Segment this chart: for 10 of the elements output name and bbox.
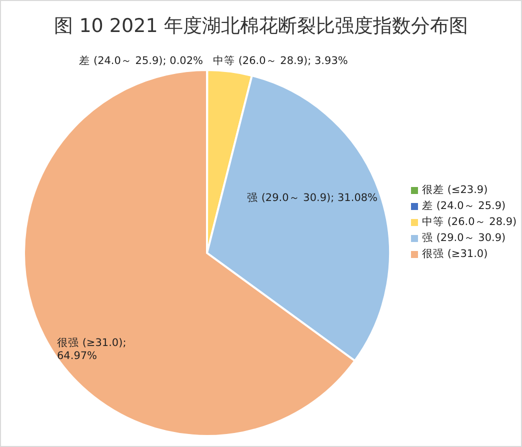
legend-label: 强 (29.0～ 30.9) bbox=[422, 232, 506, 245]
data-label: 中等 (26.0～ 28.9); 3.93% bbox=[213, 55, 348, 68]
data-label: 强 (29.0～ 30.9); 31.08% bbox=[247, 192, 378, 205]
legend-label: 中等 (26.0～ 28.9) bbox=[422, 216, 517, 229]
legend-label: 差 (24.0～ 25.9) bbox=[422, 200, 506, 213]
chart-title: 图 10 2021 年度湖北棉花断裂比强度指数分布图 bbox=[53, 15, 469, 37]
data-label: 差 (24.0～ 25.9); 0.02% bbox=[78, 55, 203, 68]
data-label: 很强 (≥31.0); 64.97% bbox=[57, 337, 127, 363]
legend-label: 很强 (≥31.0) bbox=[422, 248, 488, 261]
legend-label: 很差 (≤23.9) bbox=[422, 184, 488, 197]
